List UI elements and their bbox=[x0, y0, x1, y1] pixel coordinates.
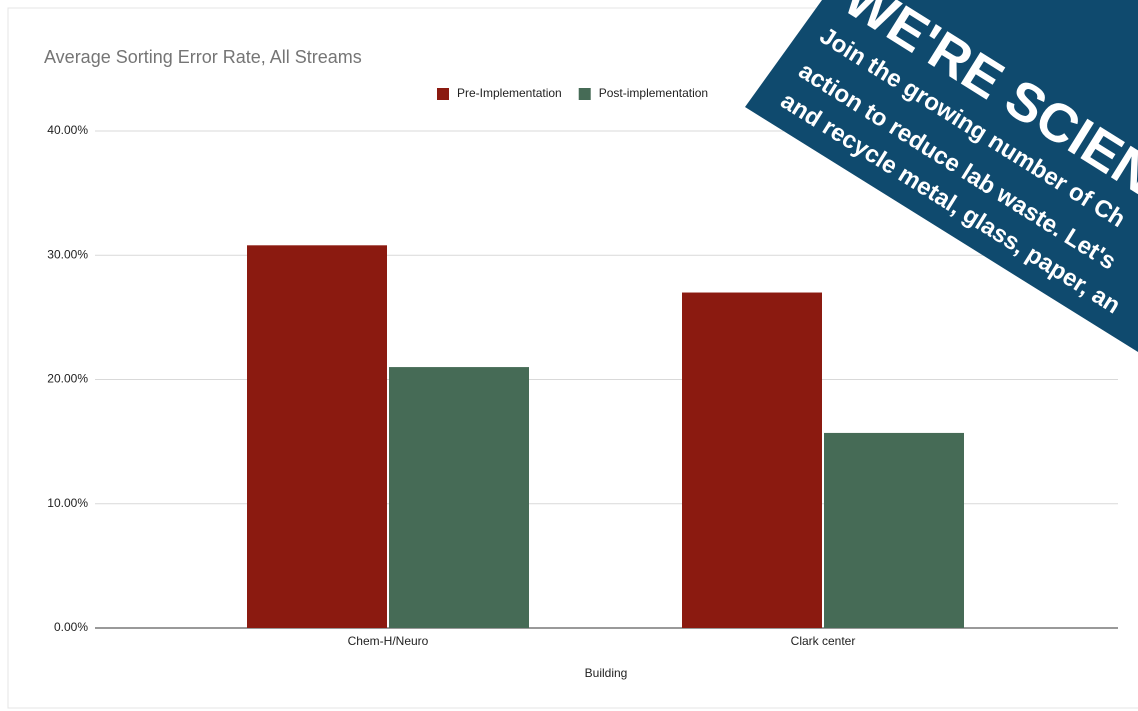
y-tick-label: 40.00% bbox=[47, 123, 88, 137]
y-tick-label: 10.00% bbox=[47, 496, 88, 510]
x-axis-label: Building bbox=[585, 666, 628, 680]
y-tick-label: 30.00% bbox=[47, 247, 88, 261]
y-tick-label: 0.00% bbox=[54, 620, 88, 634]
x-tick-label: Clark center bbox=[791, 634, 856, 648]
bar bbox=[389, 367, 529, 628]
legend-swatch bbox=[437, 88, 449, 100]
plot-area: 0.00% 10.00% 20.00% 30.00% 40.00% Chem-H/Neur… bbox=[47, 86, 1118, 648]
bar bbox=[247, 245, 387, 628]
bar bbox=[682, 292, 822, 628]
bar bbox=[824, 432, 964, 628]
x-tick-label: Chem-H/Neuro bbox=[348, 634, 429, 648]
y-tick-label: 20.00% bbox=[47, 372, 88, 386]
legend-label: Post-implementation bbox=[599, 86, 708, 100]
chart-title: Average Sorting Error Rate, All Streams bbox=[44, 47, 362, 67]
legend-label: Pre-Implementation bbox=[457, 86, 562, 100]
legend-swatch bbox=[578, 88, 591, 100]
banner-shape bbox=[745, 0, 1138, 352]
